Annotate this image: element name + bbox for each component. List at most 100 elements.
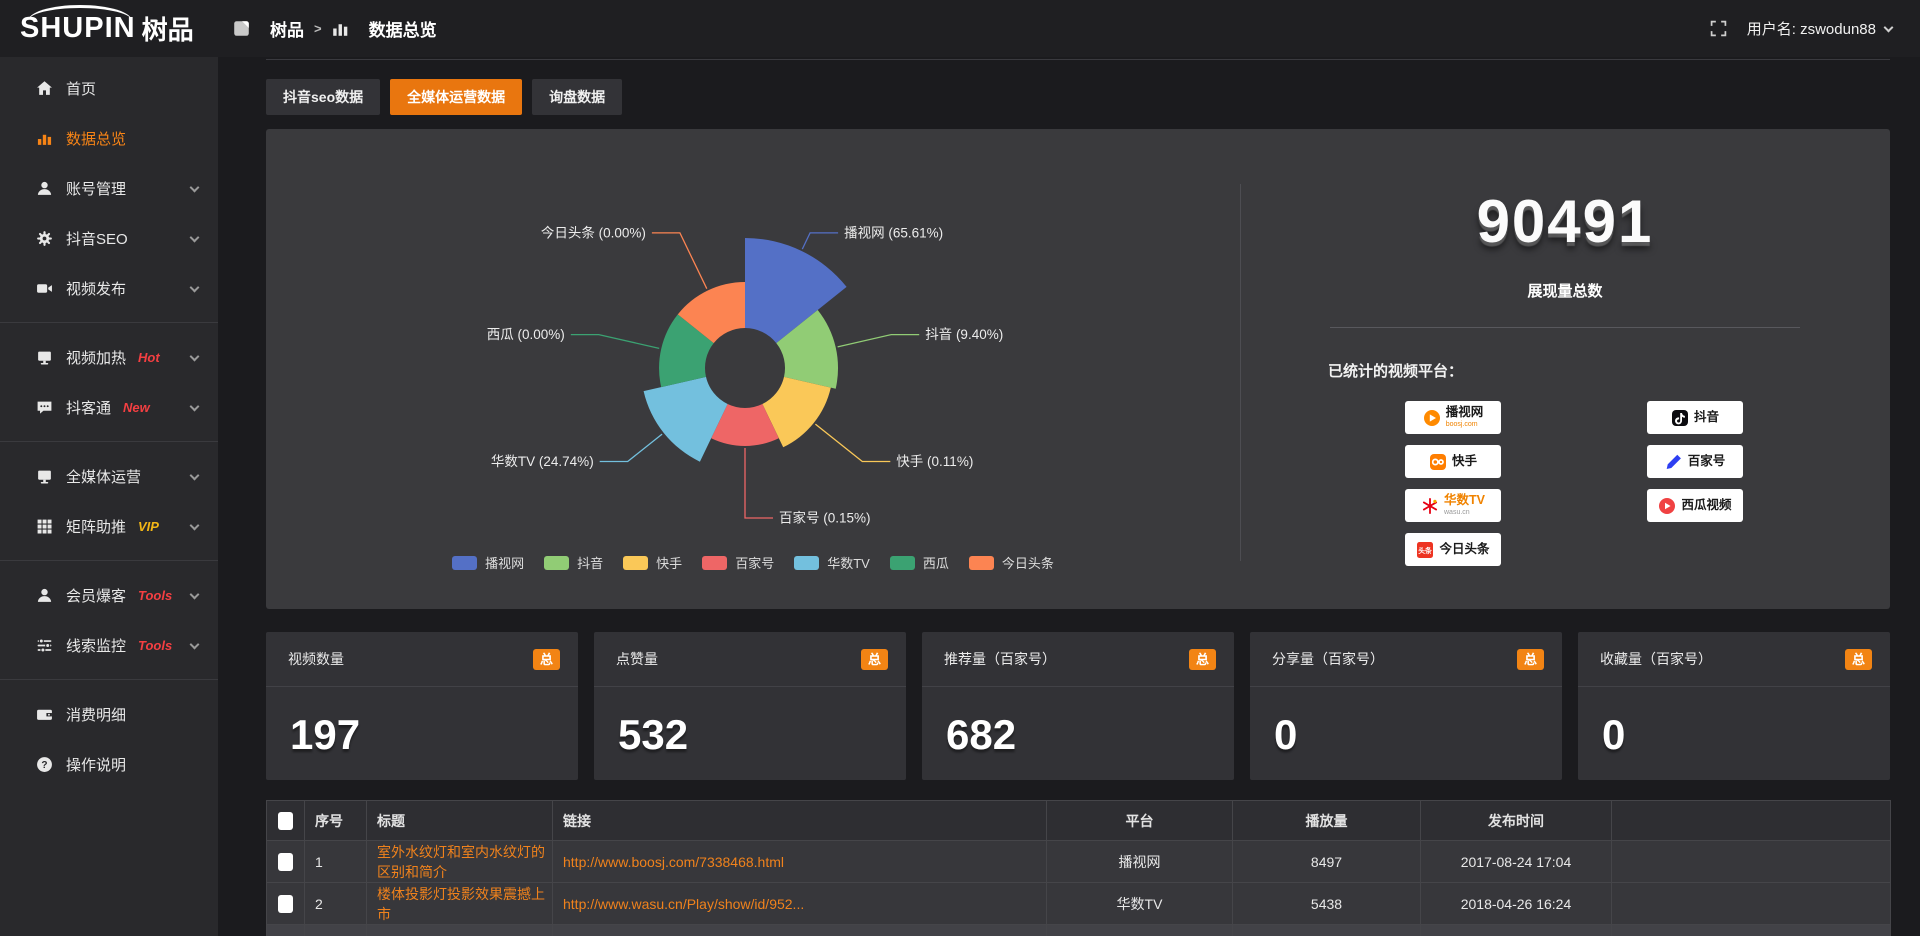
wasu-icon xyxy=(1421,497,1439,515)
row-checkbox[interactable] xyxy=(278,852,293,871)
pie-slice-抖音[interactable] xyxy=(776,310,839,389)
videos-table: 序号 标题 链接 平台 播放量 发布时间 1 室外水纹灯和室内水纹灯的区别和简介 http:/… xyxy=(266,800,1891,936)
sidebar-item-8[interactable]: 矩阵助推 VIP xyxy=(0,501,218,551)
legend-item-4[interactable]: 华数TV xyxy=(794,553,870,572)
sidebar-item-4[interactable]: 视频发布 xyxy=(0,263,218,313)
sidebar-item-1[interactable]: 数据总览 xyxy=(0,113,218,163)
stat-card-value: 532 xyxy=(618,711,689,758)
sidebar-item-0[interactable]: 首页 xyxy=(0,63,218,113)
sidebar-item-9[interactable]: 会员爆客 Tools xyxy=(0,570,218,620)
platform-badge-3: 百家号 xyxy=(1647,445,1743,478)
video-url-link[interactable]: http://www.boosj.com/7338468.html xyxy=(563,853,785,870)
sidebar-item-3[interactable]: 抖音SEO xyxy=(0,213,218,263)
pie-slice-华数TV[interactable] xyxy=(643,376,728,462)
sidebar-item-2[interactable]: 账号管理 xyxy=(0,163,218,213)
breadcrumb-separator: > xyxy=(314,21,322,36)
kuaishou-icon xyxy=(1429,453,1447,471)
video-title-link[interactable]: 楼体投影灯投影效果震撼上市 xyxy=(377,885,545,922)
table-col-header-5: 播放量 xyxy=(1232,800,1421,841)
platform-badge-4: 华数TV wasu.cn xyxy=(1405,489,1501,522)
pie-slice-播视网[interactable] xyxy=(745,238,847,344)
legend-item-0[interactable]: 播视网 xyxy=(452,553,524,572)
legend-swatch xyxy=(623,555,649,570)
tab-1[interactable]: 全媒体运营数据 xyxy=(390,79,523,115)
legend-item-3[interactable]: 百家号 xyxy=(702,553,774,572)
douyin-icon xyxy=(1671,409,1689,427)
summary-divider xyxy=(1330,327,1800,328)
sidebar-item-6[interactable]: 抖客通 New xyxy=(0,382,218,432)
breadcrumb-root[interactable]: 树品 xyxy=(233,16,304,41)
pie-label: 百家号 (0.15%) xyxy=(779,510,871,526)
wallet-icon xyxy=(36,706,53,723)
chevron-down-icon xyxy=(1883,22,1894,32)
pie-slice-今日头条[interactable] xyxy=(677,282,745,344)
chevron-down-icon xyxy=(189,232,200,243)
main-content: 抖音seo数据 全媒体运营数据 询盘数据 播视网 (65.61%) 抖音 (9.40%… xyxy=(218,57,1920,936)
cell-published: 2018-04-26 16:24 xyxy=(1420,882,1612,925)
video-title-link[interactable]: 室外水纹灯和室内水纹灯的区别和简介 xyxy=(377,843,545,880)
stat-card-2: 推荐量（百家号） 总 682 xyxy=(922,632,1234,780)
logo-text-cn: 树品 xyxy=(141,15,194,45)
heat-icon xyxy=(36,349,53,366)
sidebar-item-5[interactable]: 视频加热 Hot xyxy=(0,332,218,382)
table-body: 1 室外水纹灯和室内水纹灯的区别和简介 http://www.boosj.com/7… xyxy=(266,840,1891,936)
cell-index: 2 xyxy=(304,882,367,925)
pie-slice-快手[interactable] xyxy=(762,376,831,448)
fullscreen-button[interactable] xyxy=(1710,20,1727,37)
breadcrumb-current[interactable]: 数据总览 xyxy=(332,16,437,41)
user-icon xyxy=(36,180,53,197)
stat-card-label: 收藏量（百家号） xyxy=(1600,651,1712,667)
sidebar-divider xyxy=(0,679,218,680)
legend-label: 华数TV xyxy=(827,556,870,571)
videos-table-wrap: 序号 标题 链接 平台 播放量 发布时间 1 室外水纹灯和室内水纹灯的区别和简介 http:/… xyxy=(266,800,1891,936)
pie-slice-百家号[interactable] xyxy=(711,404,779,447)
legend-swatch xyxy=(794,555,820,570)
legend-item-6[interactable]: 今日头条 xyxy=(968,553,1054,572)
table-col-header-0 xyxy=(266,800,305,841)
platform-name: 今日头条 xyxy=(1439,541,1490,556)
sidebar: SHUPIN 树品 首页 数据总览 账号管理 抖音SEO 视频发布 视频加热 Hot 抖客通 N… xyxy=(0,0,218,936)
chevron-down-icon xyxy=(189,470,200,481)
row-checkbox[interactable] xyxy=(278,894,293,913)
platform-badge-5: 西瓜视频 xyxy=(1647,489,1743,522)
stat-card-label: 分享量（百家号） xyxy=(1272,651,1384,667)
legend-item-1[interactable]: 抖音 xyxy=(544,553,603,572)
legend-label: 快手 xyxy=(656,556,683,571)
pie-label: 抖音 (9.40%) xyxy=(925,326,1003,342)
pie-label-line xyxy=(599,433,663,463)
legend-item-2[interactable]: 快手 xyxy=(623,553,682,572)
sidebar-item-11[interactable]: 消费明细 xyxy=(0,689,218,739)
tab-0[interactable]: 抖音seo数据 xyxy=(266,79,381,115)
sidebar-item-12[interactable]: ? 操作说明 xyxy=(0,739,218,789)
chat-icon xyxy=(36,399,53,416)
stats-cards: 视频数量总 197 点赞量总 532 推荐量（百家号）总 682 分享量（百家号）总 0 收藏量… xyxy=(266,632,1890,780)
cell-platform: 播视网 xyxy=(1046,840,1233,883)
total-badge: 总 xyxy=(1188,648,1216,670)
sidebar-item-10[interactable]: 线索监控 Tools xyxy=(0,620,218,670)
stat-card-value: 682 xyxy=(946,711,1017,758)
screen-icon xyxy=(36,468,53,485)
sidebar-item-7[interactable]: 全媒体运营 xyxy=(0,451,218,501)
sidebar-item-badge: Hot xyxy=(138,349,160,365)
sidebar-item-badge: New xyxy=(123,399,150,415)
total-badge: 总 xyxy=(532,648,560,670)
pie-label: 华数TV (24.74%) xyxy=(491,454,594,469)
sidebar-divider xyxy=(0,322,218,323)
platforms-grid: 播视网 boosj.com 抖音 快手 百家号 华数TV wasu.cn 西瓜视频 头条 今日头条 xyxy=(1405,401,1890,566)
xigua-icon xyxy=(1658,497,1676,515)
sidebar-divider xyxy=(0,441,218,442)
tab-2[interactable]: 询盘数据 xyxy=(532,79,623,115)
legend-label: 百家号 xyxy=(735,556,775,571)
table-col-header-7 xyxy=(1611,800,1891,841)
video-url-link[interactable]: http://www.wasu.cn/Play/show/id/952... xyxy=(563,895,805,912)
user-menu[interactable]: 用户名: zswodun88 xyxy=(1747,18,1894,39)
pie-label-line xyxy=(814,423,891,463)
legend-item-5[interactable]: 西瓜 xyxy=(889,553,949,572)
top-header: 树品 > 数据总览 用户名: zswodun88 xyxy=(218,0,1920,57)
sidebar-item-label: 矩阵助推 xyxy=(66,518,127,536)
cell-plays: 8497 xyxy=(1232,840,1421,883)
sidebar-item-label: 数据总览 xyxy=(66,130,127,148)
select-all-checkbox[interactable] xyxy=(278,811,293,830)
pie-label-line xyxy=(651,232,708,289)
pie-slice-西瓜[interactable] xyxy=(659,314,714,388)
